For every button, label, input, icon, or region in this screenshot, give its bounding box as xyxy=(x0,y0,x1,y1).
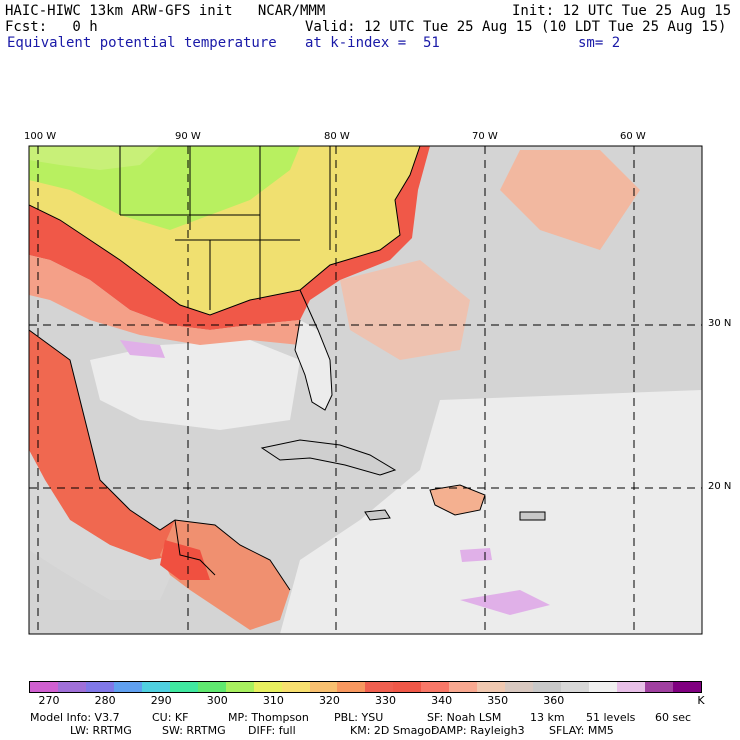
colorbar-swatch xyxy=(225,682,254,692)
model-info-item: SF: Noah LSM xyxy=(427,711,502,724)
colorbar-tick-label: 330 xyxy=(375,694,397,707)
cuba-island xyxy=(260,439,397,476)
model-physics-item: DAMP: Rayleigh3 xyxy=(431,724,525,737)
lat-label-20n: 20 N xyxy=(708,481,732,492)
colorbar-swatch xyxy=(421,682,450,692)
colorbar-swatch xyxy=(477,682,506,692)
model-physics-item: LW: RRTMG xyxy=(70,724,132,737)
colorbar-swatch xyxy=(281,682,310,692)
colorbar-swatch xyxy=(561,682,590,692)
lon-label-70w: 70 W xyxy=(472,131,498,142)
model-info-item: CU: KF xyxy=(152,711,189,724)
model-info-item: 60 sec xyxy=(655,711,692,724)
colorbar-tick-label: 360 xyxy=(543,694,565,707)
colorbar-swatch xyxy=(617,682,645,692)
model-info-item: 51 levels xyxy=(586,711,636,724)
colorbar-swatch xyxy=(505,682,534,692)
colorbar-tick-label: 310 xyxy=(262,694,284,707)
colorbar-swatch xyxy=(113,682,142,692)
level-label: at k-index = 51 xyxy=(305,35,440,51)
lat-label-30n: 30 N xyxy=(708,318,732,329)
political-borders xyxy=(29,146,421,591)
colorbar-tick-label: 320 xyxy=(318,694,340,707)
forecast-hour: Fcst: 0 h xyxy=(5,19,98,35)
model-physics-item: DIFF: full xyxy=(248,724,296,737)
us-land-coolest xyxy=(29,146,160,170)
atlantic-warm-patch-2 xyxy=(340,260,470,360)
colorbar-unit: K xyxy=(697,694,705,707)
colorbar-swatch xyxy=(309,682,338,692)
valid-time: Valid: 12 UTC Tue 25 Aug 15 (10 LDT Tue … xyxy=(305,19,727,35)
purple-patch-caribbean xyxy=(460,590,550,615)
colorbar-tick-label: 280 xyxy=(94,694,116,707)
colorbar-swatch xyxy=(393,682,422,692)
lon-label-100w: 100 W xyxy=(24,131,57,142)
coastal-transition xyxy=(29,255,300,345)
model-title: HAIC-HIWC 13km ARW-GFS init NCAR/MMM xyxy=(5,3,326,19)
atlantic-warm-patch xyxy=(500,150,640,250)
lon-label-60w: 60 W xyxy=(620,131,646,142)
colorbar-swatch xyxy=(644,682,673,692)
init-time: Init: 12 UTC Tue 25 Aug 15 xyxy=(512,3,732,19)
purple-patch-gulf xyxy=(120,340,165,358)
puerto-rico-island xyxy=(519,511,546,521)
model-info-item: PBL: YSU xyxy=(334,711,384,724)
guatemala-hot-patch xyxy=(160,540,210,580)
colorbar-tick-label: 350 xyxy=(487,694,509,707)
model-physics-item: SW: RRTMG xyxy=(162,724,226,737)
model-info-item: Model Info: V3.7 xyxy=(30,711,120,724)
hispaniola-island xyxy=(429,484,486,516)
colorbar-swatch xyxy=(449,682,478,692)
coastal-warm-band xyxy=(29,146,430,330)
colorbar-tick-label: 340 xyxy=(431,694,453,707)
lon-label-90w: 90 W xyxy=(175,131,201,142)
colorbar-swatch xyxy=(337,682,366,692)
colorbar-tick-label: 290 xyxy=(150,694,172,707)
colorbar-swatch xyxy=(589,682,618,692)
model-physics-item: SFLAY: MM5 xyxy=(549,724,614,737)
smoothing-label: sm= 2 xyxy=(578,35,621,51)
latlon-grid xyxy=(29,146,702,634)
mexico-south-coast xyxy=(29,450,180,600)
colorbar-swatch xyxy=(85,682,114,692)
lon-label-80w: 80 W xyxy=(324,131,350,142)
ocean-light-south xyxy=(280,390,702,634)
mexico-land xyxy=(29,330,180,560)
colorbar-swatch xyxy=(57,682,86,692)
colorbar-swatch xyxy=(253,682,282,692)
colorbar-tick-label: 300 xyxy=(206,694,228,707)
weather-map xyxy=(28,145,703,635)
map-frame xyxy=(28,145,703,635)
colorbar xyxy=(29,681,702,693)
colorbar-swatch xyxy=(30,682,58,692)
colorbar-swatch xyxy=(141,682,170,692)
colorbar-swatch xyxy=(672,682,701,692)
field-name: Equivalent potential temperature xyxy=(7,35,277,51)
jamaica-island xyxy=(364,509,391,521)
purple-patch-2 xyxy=(460,548,492,562)
colorbar-swatch xyxy=(533,682,562,692)
central-america-land xyxy=(160,520,290,630)
colorbar-swatch xyxy=(365,682,394,692)
model-physics-item: KM: 2D Smagor xyxy=(350,724,436,737)
colorbar-swatch xyxy=(197,682,226,692)
gulf-light-area xyxy=(90,340,300,430)
colorbar-tick-label: 270 xyxy=(38,694,60,707)
colorbar-swatch xyxy=(169,682,198,692)
model-info-item: 13 km xyxy=(530,711,565,724)
model-info-item: MP: Thompson xyxy=(228,711,309,724)
